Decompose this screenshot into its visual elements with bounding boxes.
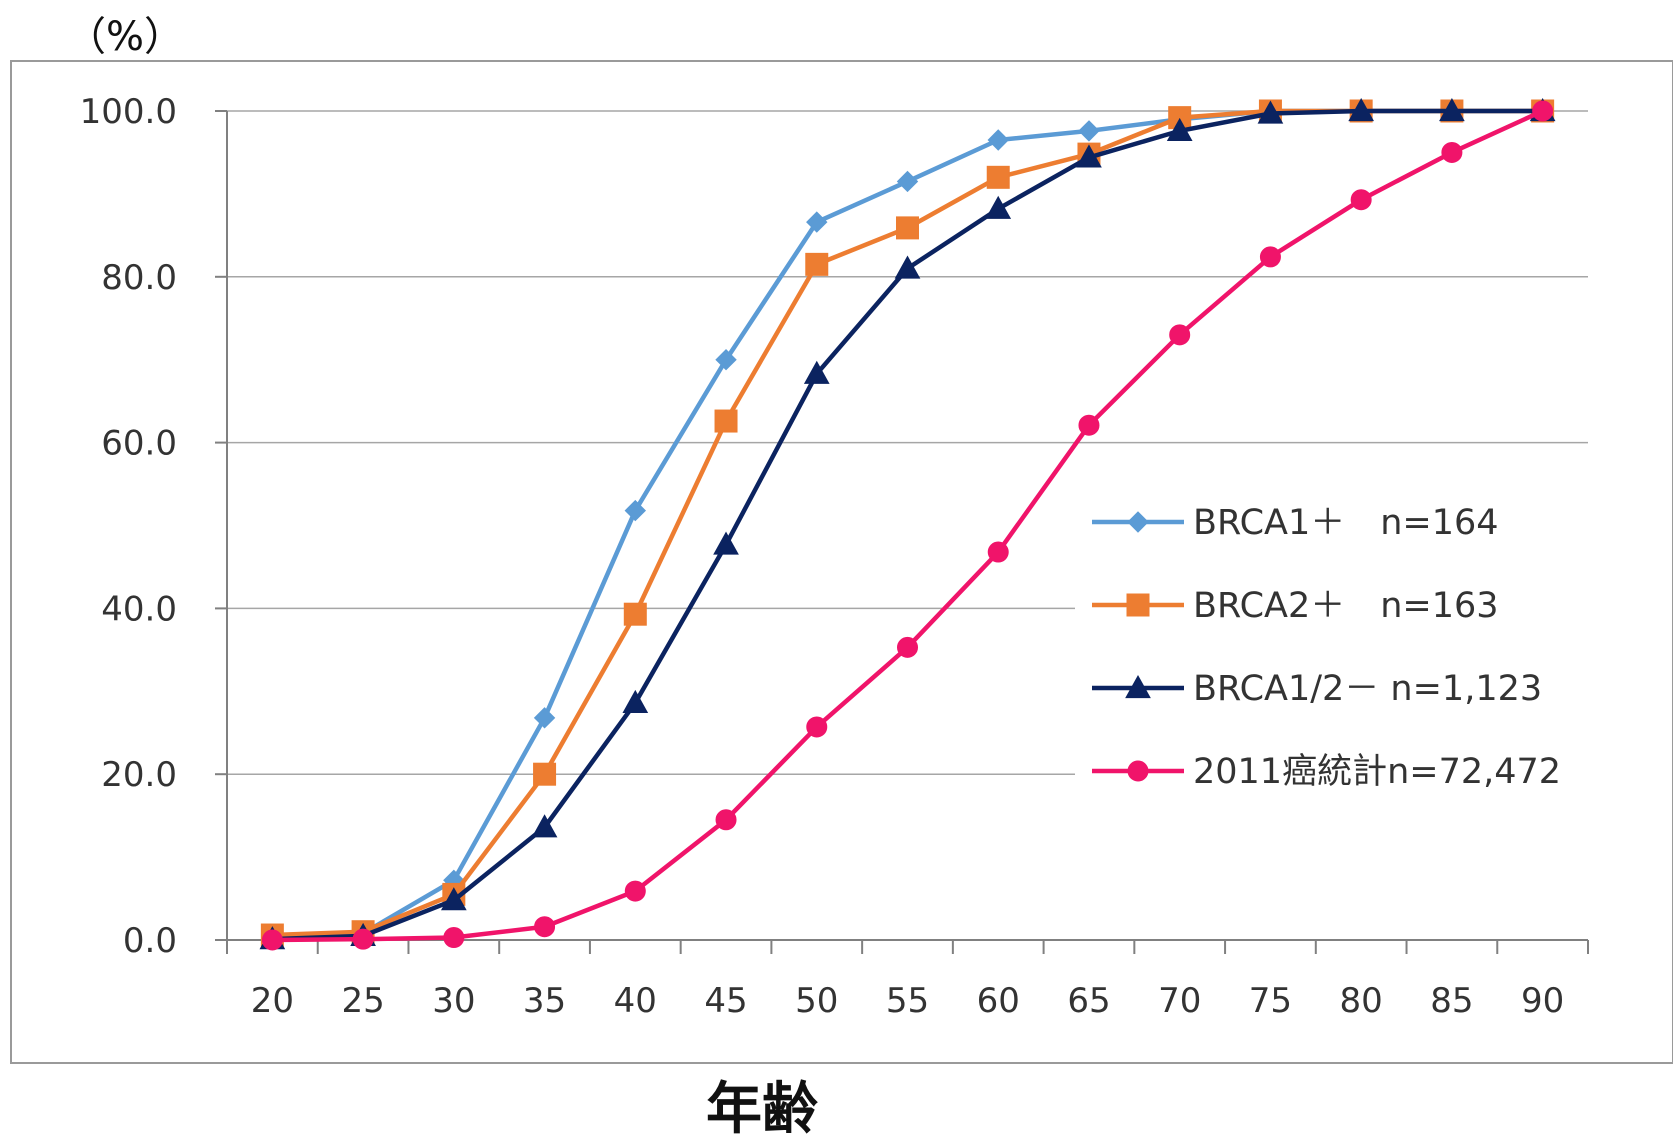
point-s3-5 xyxy=(715,809,737,831)
x-tick-label-7: 55 xyxy=(886,981,929,1021)
x-axis-title: 年齢 xyxy=(706,1077,818,1137)
point-s3-8 xyxy=(987,541,1009,563)
point-s3-7 xyxy=(897,636,918,658)
y-tick-label-2: 40.0 xyxy=(101,589,177,629)
point-s2-12 xyxy=(1348,97,1375,122)
point-s2-6 xyxy=(803,360,830,384)
point-s2-8 xyxy=(985,195,1012,219)
x-tick-label-5: 45 xyxy=(704,981,747,1021)
point-s3-9 xyxy=(1078,414,1100,436)
point-s1-3 xyxy=(533,762,557,786)
x-tick-label-9: 65 xyxy=(1067,981,1110,1021)
x-tick-label-13: 85 xyxy=(1430,981,1473,1021)
legend-label-0: BRCA1＋ n=164 xyxy=(1193,503,1499,543)
y-tick-label-5: 100.0 xyxy=(80,92,177,132)
point-s3-6 xyxy=(806,716,828,738)
x-tick-label-11: 75 xyxy=(1249,981,1292,1021)
point-s2-7 xyxy=(894,255,921,279)
point-s3-11 xyxy=(1259,246,1281,268)
point-s3-14 xyxy=(1532,100,1554,122)
point-s3-10 xyxy=(1169,324,1191,346)
point-s0-8 xyxy=(987,129,1009,151)
x-tick-label-3: 35 xyxy=(523,981,566,1021)
point-s3-12 xyxy=(1350,189,1372,211)
legend-marker-3 xyxy=(1127,760,1149,782)
point-s3-13 xyxy=(1441,141,1463,163)
point-s0-7 xyxy=(896,170,919,193)
legend: BRCA1＋ n=164 BRCA2＋ n=163 BRCA1/2－ n=1,123… xyxy=(1075,485,1615,810)
legend-background xyxy=(1075,485,1615,810)
point-s0-9 xyxy=(1078,120,1100,142)
point-s2-10 xyxy=(1166,117,1193,141)
point-s1-8 xyxy=(986,165,1010,189)
point-s2-5 xyxy=(713,531,739,555)
point-s2-4 xyxy=(622,689,649,714)
y-tick-label-3: 60.0 xyxy=(101,424,177,464)
series-lines xyxy=(259,97,1556,951)
point-s0-4 xyxy=(624,499,647,522)
y-axis-unit-label: （%） xyxy=(66,14,184,60)
point-s3-3 xyxy=(534,916,556,938)
x-tick-label-10: 70 xyxy=(1158,981,1201,1021)
point-s0-6 xyxy=(806,211,828,233)
y-tick-label-4: 80.0 xyxy=(101,258,177,298)
point-s3-1 xyxy=(352,928,374,950)
point-s1-7 xyxy=(896,216,919,240)
x-tick-labels: 20 25 30 35 40 45 50 55 60 65 70 75 80 85 90 xyxy=(251,981,1565,1021)
x-tick-label-6: 50 xyxy=(795,981,838,1021)
series-3 xyxy=(261,100,1554,951)
x-tick-label-4: 40 xyxy=(614,981,657,1021)
legend-label-1: BRCA2＋ n=163 xyxy=(1193,586,1499,626)
legend-marker-1 xyxy=(1126,593,1150,617)
x-tick-label-2: 30 xyxy=(432,981,475,1021)
point-s1-4 xyxy=(623,602,647,626)
y-tick-labels: 0.0 20.0 40.0 60.0 80.0 100.0 xyxy=(80,92,177,961)
x-tick-label-1: 25 xyxy=(341,981,384,1021)
point-s2-3 xyxy=(531,814,558,838)
point-s2-11 xyxy=(1257,100,1284,124)
y-tick-label-0: 0.0 xyxy=(123,921,177,961)
point-s3-0 xyxy=(261,929,283,951)
point-s0-5 xyxy=(715,348,737,371)
legend-label-2: BRCA1/2－ n=1,123 xyxy=(1193,669,1542,709)
point-s2-9 xyxy=(1076,144,1102,168)
point-s2-13 xyxy=(1439,97,1465,122)
point-s2-2 xyxy=(440,887,467,911)
x-tick-label-0: 20 xyxy=(251,981,294,1021)
point-s1-6 xyxy=(805,252,829,276)
legend-marker-0 xyxy=(1127,511,1149,533)
point-s3-4 xyxy=(624,880,646,902)
legend-marker-2 xyxy=(1125,674,1151,699)
x-tick-label-12: 80 xyxy=(1340,981,1383,1021)
legend-label-3: 2011癌統計n=72,472 xyxy=(1193,752,1561,792)
point-s0-3 xyxy=(533,707,556,729)
y-tick-label-1: 20.0 xyxy=(101,755,177,795)
x-tick-label-8: 60 xyxy=(977,981,1020,1021)
point-s1-5 xyxy=(714,409,738,433)
point-s3-2 xyxy=(443,927,465,949)
x-tick-label-14: 90 xyxy=(1521,981,1564,1021)
